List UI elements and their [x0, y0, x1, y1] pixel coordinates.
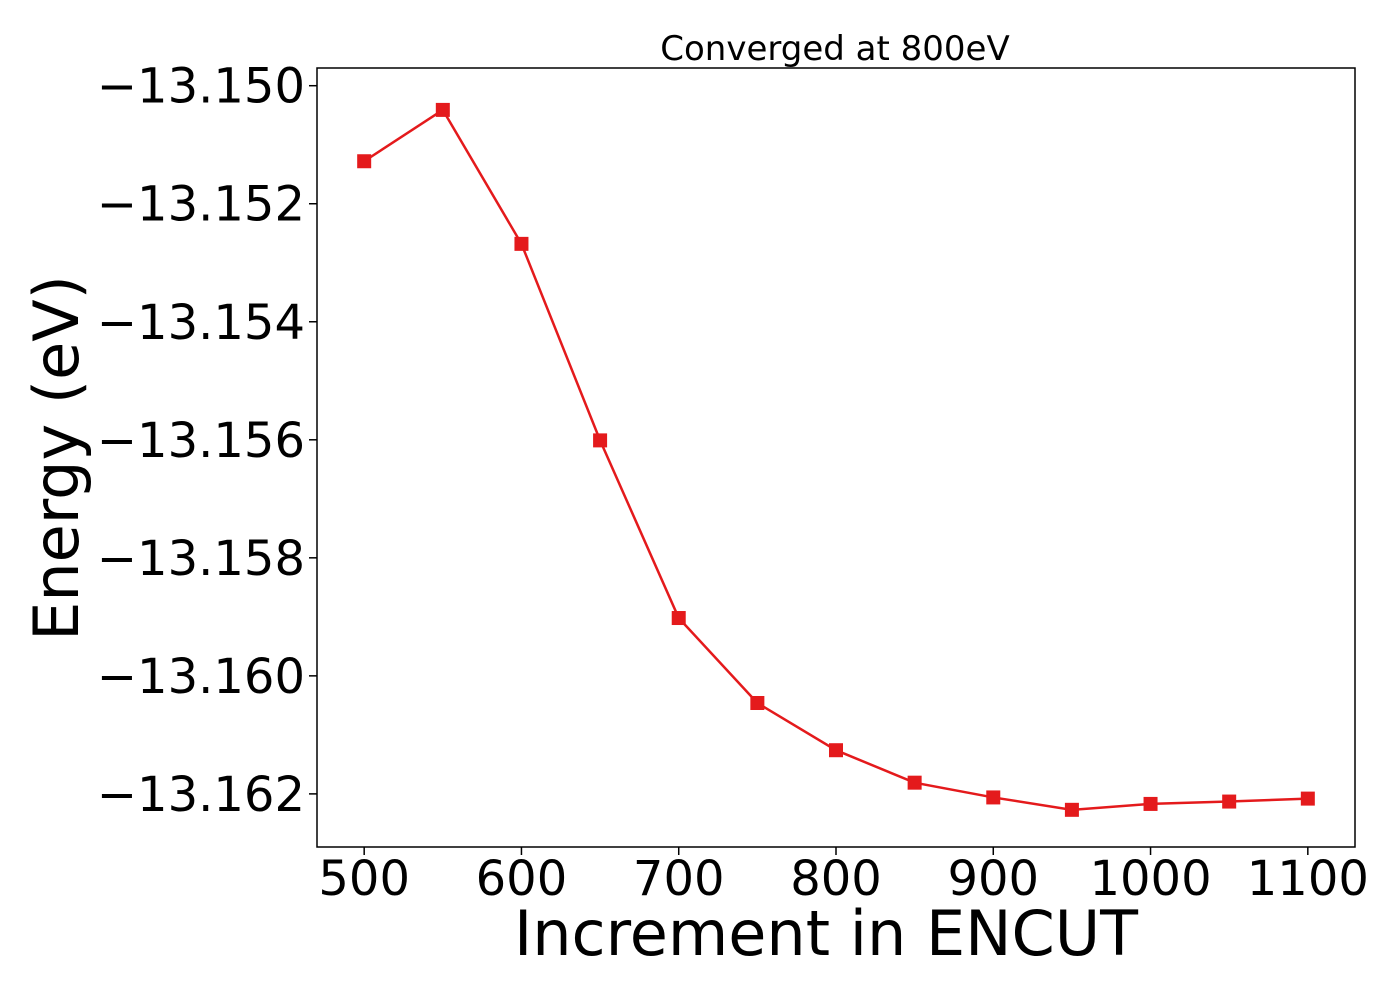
x-tick-label: 1100: [1247, 851, 1369, 907]
plot-frame: [316, 67, 1356, 848]
data-point-marker: [593, 433, 608, 448]
y-tick-label: −13.150: [97, 59, 305, 115]
x-tick-label: 800: [790, 851, 882, 907]
data-point-marker: [357, 154, 372, 169]
series-layer: [357, 102, 1315, 817]
x-tick-label: 500: [318, 851, 410, 907]
data-point-marker: [514, 236, 529, 251]
x-tick-label: 700: [633, 851, 725, 907]
data-point-marker: [1300, 791, 1315, 806]
data-point-marker: [750, 696, 765, 711]
y-tick-label: −13.162: [97, 767, 305, 823]
y-axis-label: Energy (eV): [20, 275, 93, 641]
data-point-marker: [986, 790, 1001, 805]
y-tick-label: −13.152: [97, 177, 305, 233]
data-point-marker: [1064, 802, 1079, 817]
data-point-marker: [829, 743, 843, 758]
x-tick-label: 600: [476, 851, 568, 907]
y-tick-label: −13.160: [97, 649, 305, 705]
y-tick-label: −13.158: [97, 531, 305, 587]
y-axis: −13.150 −13.152 −13.154 −13.156 −13.158 −13.1…: [97, 59, 317, 823]
data-point-marker: [435, 102, 450, 117]
series-line: [363, 108, 1308, 812]
data-point-marker: [907, 775, 922, 790]
x-tick-label: 900: [947, 851, 1039, 907]
data-point-marker: [1222, 794, 1237, 809]
y-tick-label: −13.156: [97, 413, 305, 469]
chart-title: Converged at 800eV: [660, 29, 1009, 69]
x-axis: 500 600 700 800 900 1000 1100: [318, 847, 1369, 907]
data-point-marker: [1143, 796, 1158, 811]
x-axis-label: Increment in ENCUT: [514, 897, 1139, 970]
x-tick-label: 1000: [1089, 851, 1211, 907]
y-tick-label: −13.154: [97, 295, 305, 351]
data-point-marker: [671, 611, 686, 626]
